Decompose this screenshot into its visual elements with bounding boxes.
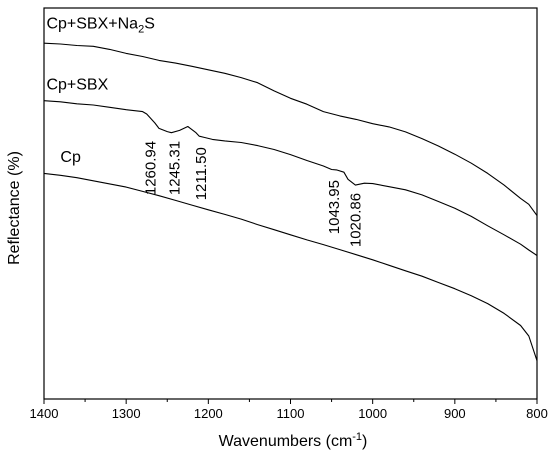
series-labels: Cp+SBX+Na2S Cp+SBX Cp — [46, 15, 154, 166]
peak-annotations: 1260.94 1245.31 1211.50 1043.95 1020.86 — [143, 141, 365, 247]
series-line-1 — [43, 42, 538, 216]
series-lines — [43, 42, 538, 361]
peak-label: 1020.86 — [347, 193, 364, 247]
x-tick-label: 1000 — [358, 406, 387, 421]
x-axis-ticks: 1400 1300 1200 1100 1000 900 800 — [30, 399, 548, 421]
x-axis-label-superscript: -1 — [352, 431, 362, 443]
x-tick-label: 800 — [526, 406, 548, 421]
x-tick-label: 900 — [444, 406, 466, 421]
peak-label: 1211.50 — [193, 147, 210, 200]
series-line-3 — [43, 172, 538, 361]
series-label-2: Cp+SBX — [46, 76, 108, 93]
series-label-3: Cp — [60, 149, 81, 166]
x-tick-label: 1400 — [30, 406, 59, 421]
x-tick-label: 1100 — [277, 406, 305, 421]
x-axis-label: Wavenumbers (cm-1) — [219, 431, 368, 450]
peak-label: 1245.31 — [167, 141, 184, 195]
x-tick-label: 1200 — [194, 406, 223, 421]
plot-border — [43, 7, 538, 400]
series-line-2 — [43, 100, 538, 256]
y-axis-label: Reflectance (%) — [6, 151, 23, 265]
peak-label: 1260.94 — [143, 141, 160, 195]
plot-frame — [43, 7, 538, 400]
x-tick-label: 1300 — [112, 406, 141, 421]
series-label-1: Cp+SBX+Na2S — [46, 15, 154, 35]
peak-label: 1043.95 — [326, 180, 343, 234]
